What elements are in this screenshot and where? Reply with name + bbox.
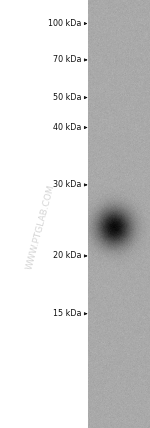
Text: 20 kDa: 20 kDa	[53, 251, 82, 261]
Text: 100 kDa: 100 kDa	[48, 19, 82, 28]
Text: 70 kDa: 70 kDa	[53, 55, 82, 65]
Text: WWW.PTGLAB.COM: WWW.PTGLAB.COM	[25, 183, 56, 270]
Text: 30 kDa: 30 kDa	[53, 180, 82, 190]
Text: 40 kDa: 40 kDa	[53, 123, 82, 132]
Text: 15 kDa: 15 kDa	[53, 309, 82, 318]
Text: 50 kDa: 50 kDa	[53, 93, 82, 102]
